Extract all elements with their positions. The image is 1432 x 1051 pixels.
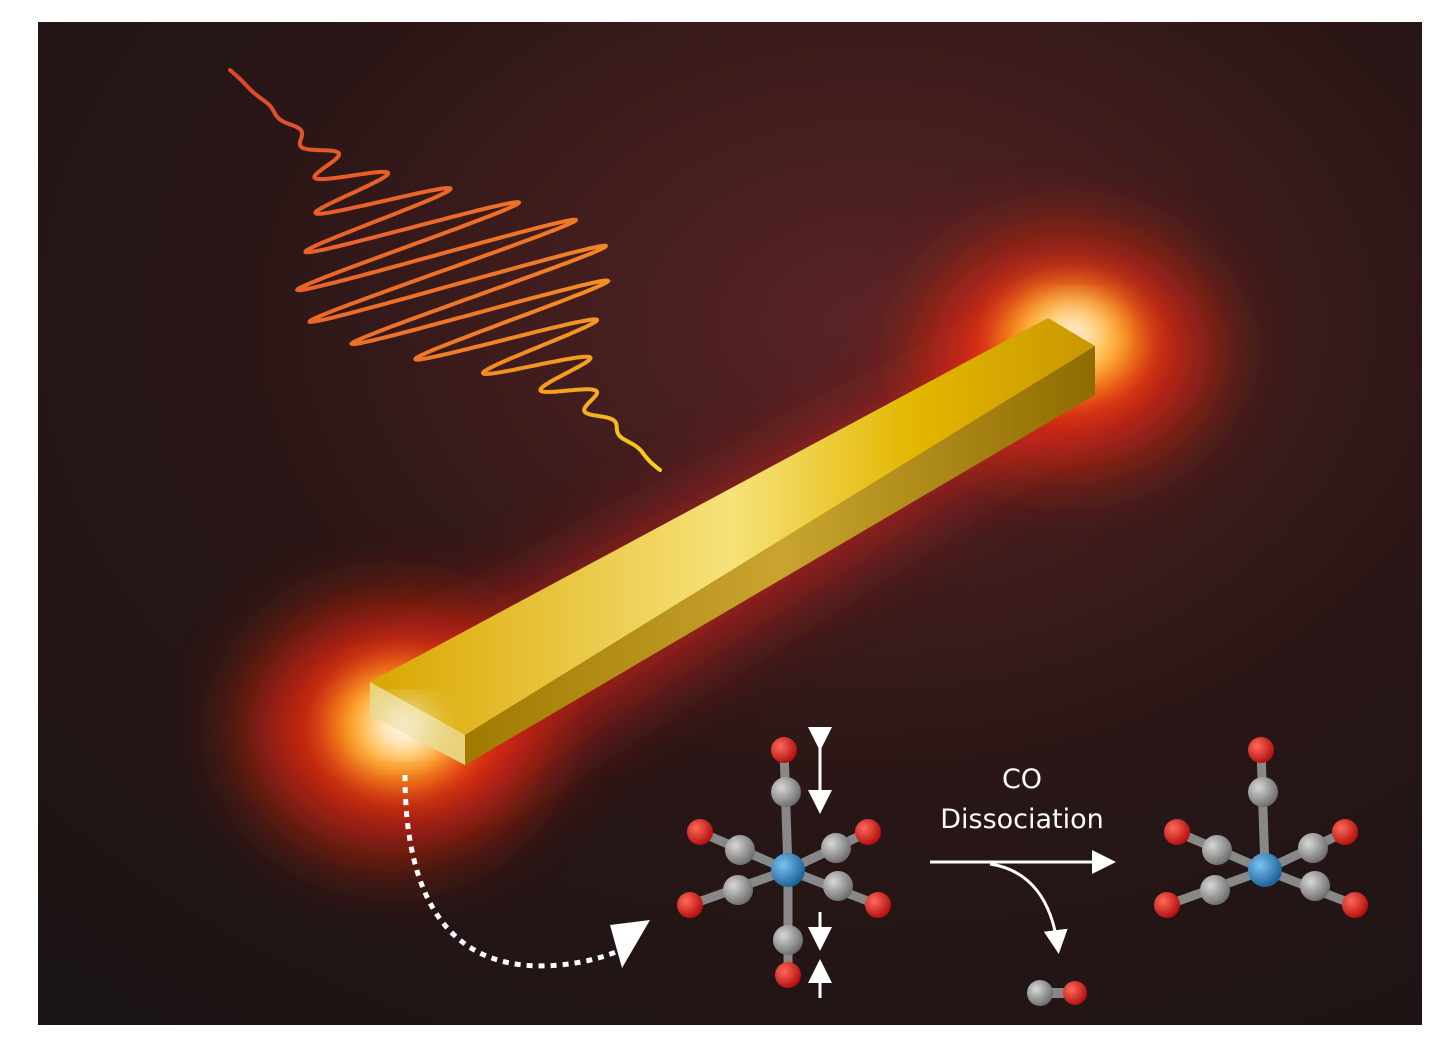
oxygen-atom xyxy=(865,892,891,918)
oxygen-atom xyxy=(1342,892,1368,918)
carbon-atom xyxy=(1200,875,1230,905)
metal-atom xyxy=(1248,853,1282,887)
metal-carbonyl-complex xyxy=(677,737,891,988)
energy-transfer-arrowhead xyxy=(610,920,650,968)
carbon-atom xyxy=(1202,835,1232,865)
carbon-atom xyxy=(725,835,755,865)
oxygen-atom xyxy=(1164,819,1190,845)
reaction-label: CO xyxy=(1002,764,1042,795)
gold-nanorod xyxy=(370,318,1095,765)
carbon-atom xyxy=(1298,833,1328,863)
light-pulse xyxy=(228,68,662,472)
release-arrow xyxy=(989,862,1068,954)
oxygen-atom xyxy=(677,892,703,918)
oxygen-atom xyxy=(855,819,881,845)
carbon-atom xyxy=(823,871,853,901)
oxygen-atom xyxy=(771,737,797,763)
carbon-atom xyxy=(771,777,801,807)
metal-atom xyxy=(771,853,805,887)
carbon-atom xyxy=(723,875,753,905)
bond xyxy=(779,749,793,871)
reaction-label: Dissociation xyxy=(940,804,1104,835)
oxygen-atom xyxy=(775,962,801,988)
bond xyxy=(1256,749,1270,871)
carbon-atom xyxy=(1300,871,1330,901)
carbon-atom xyxy=(821,833,851,863)
oxygen-atom xyxy=(1332,819,1358,845)
oxygen-atom xyxy=(687,819,713,845)
free-co xyxy=(1027,980,1087,1006)
oxygen-atom xyxy=(1248,737,1274,763)
energy-transfer-arrow xyxy=(402,774,627,969)
carbon-atom xyxy=(1248,777,1278,807)
metal-carbonyl-fragment xyxy=(1154,737,1368,918)
oxygen-atom xyxy=(1154,892,1180,918)
carbon-atom xyxy=(773,925,803,955)
